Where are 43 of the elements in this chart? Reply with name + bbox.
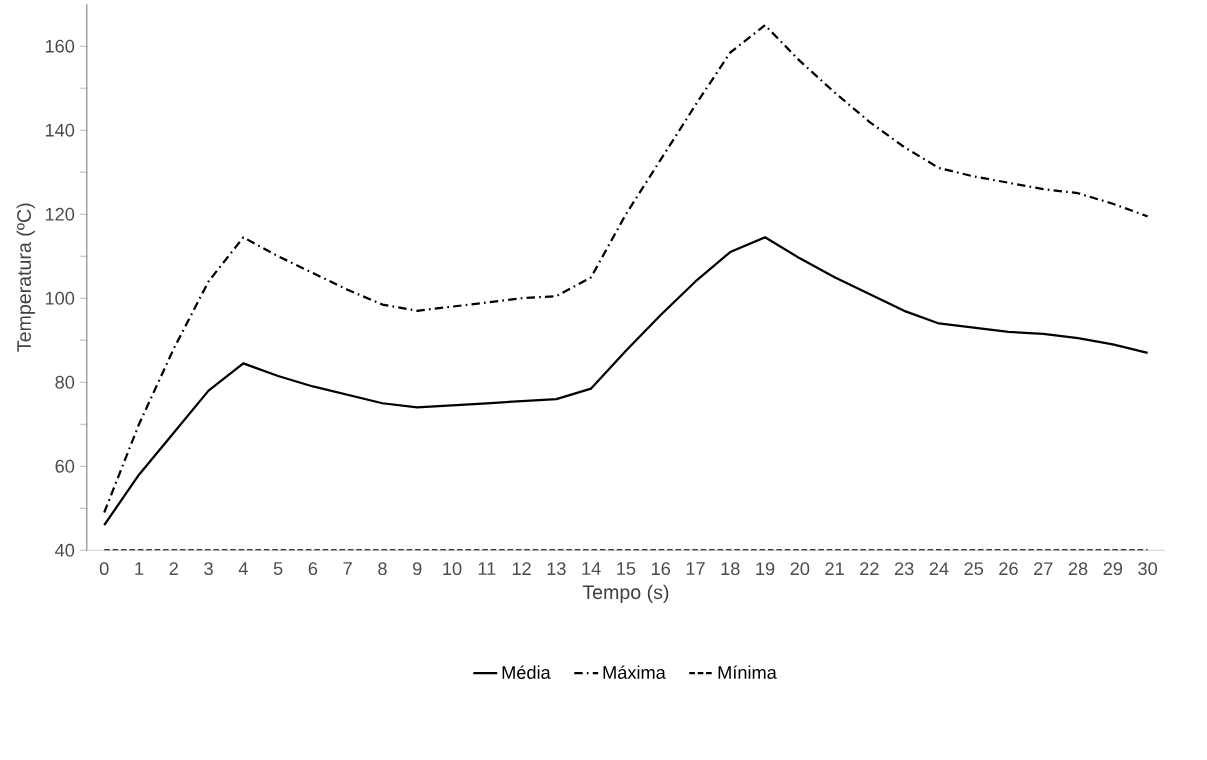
x-tick-label: 18 bbox=[721, 562, 740, 575]
y-tick-label: 120 bbox=[45, 207, 75, 221]
x-tick-label: 10 bbox=[443, 562, 462, 575]
x-tick-label: 20 bbox=[790, 562, 810, 575]
x-tick-label: 1 bbox=[135, 562, 144, 575]
x-tick-label: 12 bbox=[512, 562, 531, 575]
x-tick-label: 21 bbox=[825, 562, 844, 575]
x-tick-label: 17 bbox=[686, 562, 705, 575]
x-tick-label: 25 bbox=[964, 562, 984, 575]
x-tick-label: 30 bbox=[1138, 562, 1158, 575]
y-tick-label: 160 bbox=[45, 39, 75, 53]
x-tick-label: 28 bbox=[1068, 562, 1088, 575]
x-tick-label: 27 bbox=[1034, 562, 1053, 575]
x-tick-label: 11 bbox=[478, 562, 496, 575]
x-tick-label: 5 bbox=[273, 562, 283, 575]
x-tick-label: 15 bbox=[617, 562, 636, 575]
x-tick-label: 2 bbox=[169, 562, 178, 575]
x-tick-label: 19 bbox=[756, 562, 775, 575]
x-tick-label: 7 bbox=[343, 562, 352, 575]
x-tick-label: 29 bbox=[1103, 562, 1123, 575]
legend-label: Média bbox=[502, 665, 551, 679]
y-tick-label: 100 bbox=[45, 291, 75, 305]
x-tick-label: 23 bbox=[894, 562, 914, 575]
x-tick-label: 16 bbox=[651, 562, 671, 575]
x-tick-label: 6 bbox=[308, 562, 318, 575]
x-tick-label: 14 bbox=[582, 562, 601, 575]
x-tick-label: 22 bbox=[860, 562, 879, 575]
x-tick-label: 0 bbox=[99, 562, 109, 575]
x-tick-label: 26 bbox=[999, 562, 1018, 575]
y-tick-label: 40 bbox=[55, 543, 75, 557]
x-tick-label: 13 bbox=[547, 562, 566, 575]
x-axis-title: Tempo (s) bbox=[582, 584, 669, 603]
y-tick-label: 140 bbox=[45, 123, 75, 137]
x-tick-label: 24 bbox=[929, 562, 949, 575]
y-axis-title: Temperatura (ºC) bbox=[16, 203, 35, 352]
y-tick-label: 60 bbox=[55, 459, 75, 473]
x-tick-label: 8 bbox=[378, 562, 387, 575]
x-tick-label: 9 bbox=[413, 562, 422, 575]
y-tick-label: 80 bbox=[55, 375, 75, 389]
x-tick-label: 4 bbox=[238, 562, 248, 575]
legend-label: Mínima bbox=[718, 665, 777, 679]
legend-label: Máxima bbox=[603, 665, 666, 679]
x-tick-label: 3 bbox=[204, 562, 213, 575]
